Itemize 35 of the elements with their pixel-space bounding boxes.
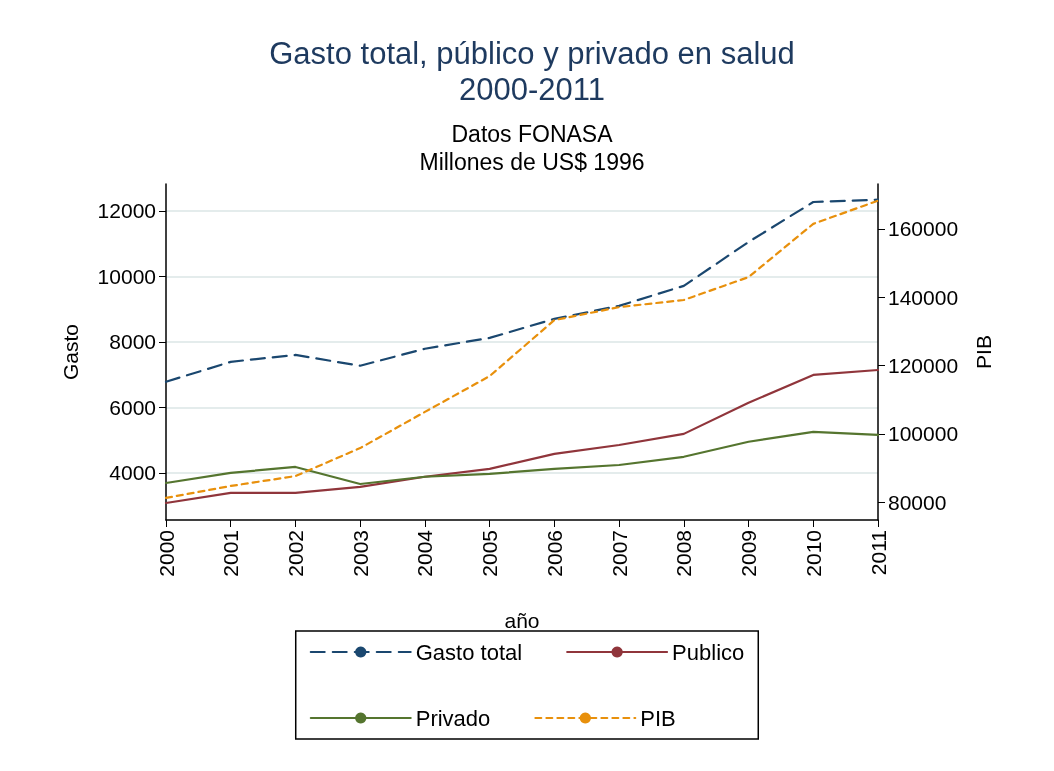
y2-tick-label: 80000 <box>888 490 947 514</box>
x-tick-label: 2008 <box>672 530 696 577</box>
line-series <box>164 368 880 505</box>
x-tick-label: 2003 <box>348 530 372 577</box>
legend-label: Publico <box>672 639 745 665</box>
y2-tick-label: 140000 <box>888 285 959 309</box>
legend-label: Privado <box>415 705 491 731</box>
y-tick-label: 4000 <box>109 461 156 485</box>
y-axis-title: Gasto <box>59 323 82 381</box>
x-tick-label: 2007 <box>607 530 631 577</box>
y2-axis-title: PIB <box>972 335 995 369</box>
legend-label: Gasto total <box>415 639 523 665</box>
x-tick-label: 2000 <box>154 530 178 577</box>
y-tick-label: 8000 <box>109 330 156 354</box>
line-series <box>164 430 880 486</box>
y-tick-label: 12000 <box>97 199 156 223</box>
x-axis-title: año <box>504 609 540 632</box>
x-tick-label: 2009 <box>737 530 761 577</box>
x-tick-label: 2010 <box>801 530 825 577</box>
y2-tick-label: 160000 <box>888 217 959 241</box>
legend-label: PIB <box>640 705 676 731</box>
x-tick-label: 2006 <box>542 530 566 577</box>
y-tick-label: 10000 <box>97 264 156 288</box>
line-series <box>164 199 880 500</box>
x-tick-label: 2002 <box>283 530 307 577</box>
chart-title: Gasto total, público y privado en salud 2000-2011 <box>269 35 795 107</box>
x-tick-label: 2001 <box>219 530 243 577</box>
chart-subtitle: Datos FONASA Millones de US$ 1996 <box>419 121 645 175</box>
x-tick-label: 2005 <box>478 530 502 577</box>
y-tick-label: 6000 <box>109 395 156 419</box>
y2-tick-label: 100000 <box>888 422 959 446</box>
y2-tick-label: 120000 <box>888 354 959 377</box>
line-series <box>164 198 880 383</box>
x-tick-label: 2004 <box>413 529 437 577</box>
x-tick-label: 2011 <box>866 530 890 576</box>
